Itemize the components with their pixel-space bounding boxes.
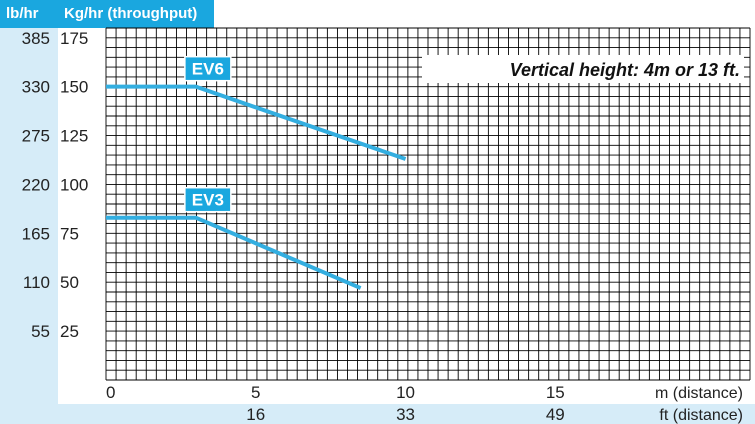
- ft-tick-label: 49: [546, 405, 565, 424]
- m-tick-label: 10: [396, 383, 415, 402]
- m-distance-label: m (distance): [655, 385, 743, 402]
- lb-tick-label: 385: [22, 29, 50, 48]
- lb-tick-label: 330: [22, 78, 50, 97]
- lb-tick-label: 55: [31, 322, 50, 341]
- chart-grid: Vertical height: 4m or 13 ft.: [105, 27, 751, 381]
- lb-tick-label: 165: [22, 224, 50, 243]
- lb-axis-band: [0, 28, 58, 424]
- series-line-ev3: [106, 215, 362, 290]
- kg-tick-label: 100: [60, 175, 88, 194]
- ft-distance-label: ft (distance): [659, 407, 743, 424]
- annotation-background: [422, 55, 744, 83]
- kg-axis-band: [58, 28, 106, 404]
- lb-tick-label: 110: [23, 273, 50, 292]
- ft-tick-label: 33: [396, 405, 415, 424]
- ft-tick-label: 16: [246, 405, 265, 424]
- kg-tick-label: 125: [60, 127, 88, 146]
- series-line-ev6: [106, 84, 407, 161]
- m-tick-label: 5: [251, 383, 260, 402]
- series-label-ev3: EV3: [192, 191, 224, 210]
- kg-tick-label: 25: [60, 322, 79, 341]
- ft-axis-band: [0, 404, 755, 424]
- kg-tick-label: 175: [60, 29, 88, 48]
- m-tick-label: 0: [106, 383, 115, 402]
- vertical-height-annotation: Vertical height: 4m or 13 ft.: [510, 60, 740, 80]
- kg-tick-label: 150: [60, 78, 88, 97]
- chart-series: EV6 EV3: [106, 55, 407, 290]
- series-label-box-ev6: [184, 55, 232, 82]
- lb-tick-label: 220: [22, 175, 50, 194]
- axis-labels: 25 50 75 100 125 150 175 55 110 165 220 275 330 385 0 5…: [22, 29, 743, 424]
- series-label-ev6: EV6: [192, 60, 224, 79]
- kg-tick-label: 75: [60, 224, 79, 243]
- kg-per-hr-axis-header: Kg/hr (throughput): [58, 0, 214, 28]
- series-label-box-ev3: [184, 186, 232, 213]
- lb-tick-label: 275: [22, 127, 50, 146]
- lb-per-hr-axis-header: lb/hr: [0, 0, 58, 28]
- m-tick-label: 15: [546, 383, 565, 402]
- kg-tick-label: 50: [60, 273, 79, 292]
